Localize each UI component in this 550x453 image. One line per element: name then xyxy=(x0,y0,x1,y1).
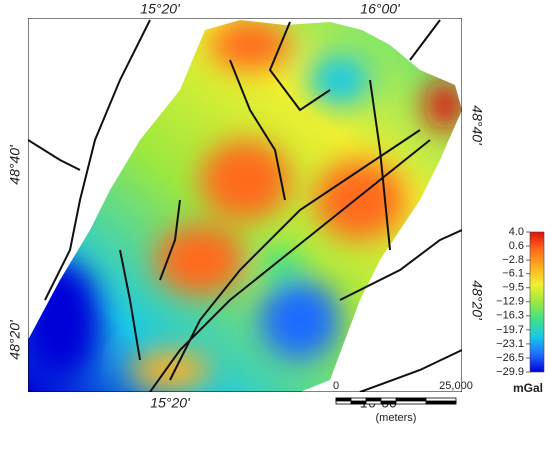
colorbar-tick-label: −29.9 xyxy=(496,366,524,378)
colorbar-tick-label: 0.6 xyxy=(509,240,524,252)
colorbar-unit: mGal xyxy=(513,381,543,395)
colorbar-tick-label: −23.1 xyxy=(496,338,524,350)
map-area xyxy=(28,18,462,392)
colorbar-tick-label: −26.5 xyxy=(496,352,524,364)
right-label: 48°20' xyxy=(469,280,485,321)
colorbar xyxy=(529,231,545,373)
colorbar-tick-label: −12.9 xyxy=(496,296,524,308)
left-label: 48°40' xyxy=(7,144,23,185)
colorbar-tick-label: −2.8 xyxy=(502,254,524,266)
scale-bar xyxy=(335,397,457,405)
top-label: 15°20' xyxy=(140,1,181,17)
left-label: 48°20' xyxy=(7,319,23,360)
colorbar-tick-label: −9.5 xyxy=(502,282,524,294)
scale-label: 0 xyxy=(333,380,339,392)
top-label: 16°00' xyxy=(360,1,401,17)
colorbar-tick-label: 4.0 xyxy=(509,226,524,238)
scale-unit: (meters) xyxy=(376,412,417,424)
right-label: 48°40' xyxy=(469,105,485,146)
bottom-label: 15°20' xyxy=(150,395,191,411)
colorbar-tick-label: −6.1 xyxy=(502,268,524,280)
scale-label: 25,000 xyxy=(439,380,473,392)
colorbar-tick-label: −19.7 xyxy=(496,324,524,336)
colorbar-tick-label: −16.3 xyxy=(496,310,524,322)
